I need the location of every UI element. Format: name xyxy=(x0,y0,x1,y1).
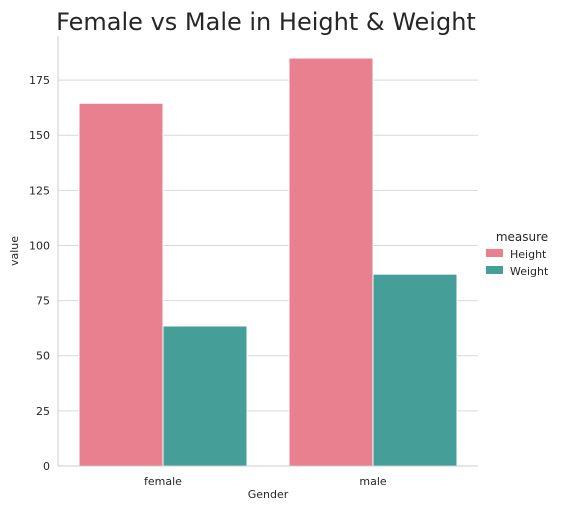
legend-swatch-height xyxy=(486,249,503,257)
bar-height-female xyxy=(78,102,164,467)
y-tick-label: 100 xyxy=(29,239,50,252)
y-tick-label: 125 xyxy=(29,184,50,197)
y-axis-label: value xyxy=(8,236,21,266)
y-tick-label: 150 xyxy=(29,129,50,142)
bar-height-male xyxy=(288,57,374,467)
bar-weight-male xyxy=(372,273,458,467)
y-tick-labels: 0 25 50 75 100 125 150 175 xyxy=(29,74,50,473)
legend-title: measure xyxy=(496,230,548,244)
bars xyxy=(78,57,458,467)
y-tick-label: 25 xyxy=(36,405,50,418)
x-tick-label: female xyxy=(144,475,182,488)
bar-weight-female xyxy=(162,325,248,467)
chart-title: Female vs Male in Height & Weight xyxy=(56,8,476,36)
y-tick-label: 75 xyxy=(36,295,50,308)
y-tick-label: 50 xyxy=(36,350,50,363)
axes xyxy=(57,36,478,467)
x-tick-labels: female male xyxy=(144,475,387,488)
legend-label-weight: Weight xyxy=(510,265,549,278)
x-axis-label: Gender xyxy=(248,488,289,501)
y-tick-label: 0 xyxy=(43,460,50,473)
legend-label-height: Height xyxy=(510,248,547,261)
legend: measure Height Weight xyxy=(486,230,549,278)
x-tick-label: male xyxy=(359,475,387,488)
y-tick-label: 175 xyxy=(29,74,50,87)
legend-swatch-weight xyxy=(486,266,503,274)
